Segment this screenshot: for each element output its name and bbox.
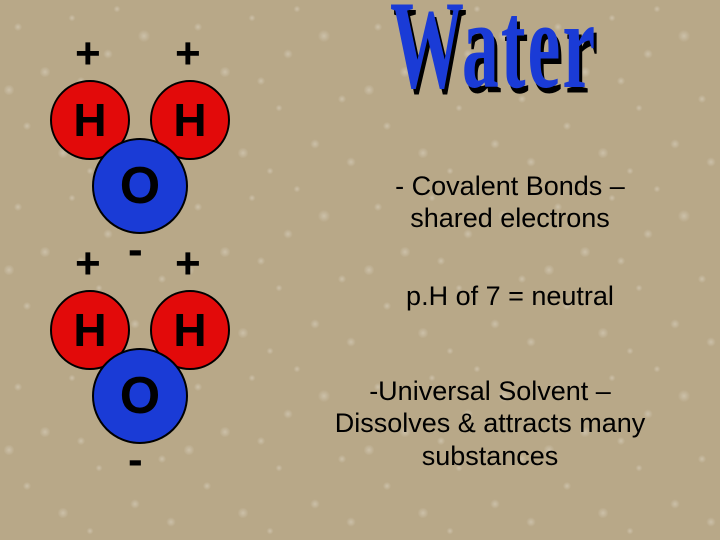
title-text: Water bbox=[390, 0, 597, 116]
fact-line: - Covalent Bonds – bbox=[320, 170, 700, 202]
fact-line: substances bbox=[270, 440, 710, 472]
fact-line: Dissolves & attracts many bbox=[270, 407, 710, 439]
plus-sign: + bbox=[175, 242, 201, 286]
fact-line: -Universal Solvent – bbox=[270, 375, 710, 407]
water-molecule-diagram: + + H H O - + + H H O - bbox=[20, 20, 280, 520]
plus-sign: + bbox=[75, 32, 101, 76]
plus-sign: + bbox=[175, 32, 201, 76]
fact-ph-neutral: p.H of 7 = neutral bbox=[320, 280, 700, 312]
oxygen-atom: O bbox=[92, 348, 188, 444]
fact-covalent-bonds: - Covalent Bonds – shared electrons bbox=[320, 170, 700, 235]
plus-sign: + bbox=[75, 242, 101, 286]
fact-line: p.H of 7 = neutral bbox=[320, 280, 700, 312]
fact-line: shared electrons bbox=[320, 202, 700, 234]
minus-sign: - bbox=[128, 228, 143, 272]
oxygen-atom: O bbox=[92, 138, 188, 234]
fact-universal-solvent: -Universal Solvent – Dissolves & attract… bbox=[270, 375, 710, 472]
title-water: Water bbox=[390, 0, 597, 120]
minus-sign: - bbox=[128, 438, 143, 482]
